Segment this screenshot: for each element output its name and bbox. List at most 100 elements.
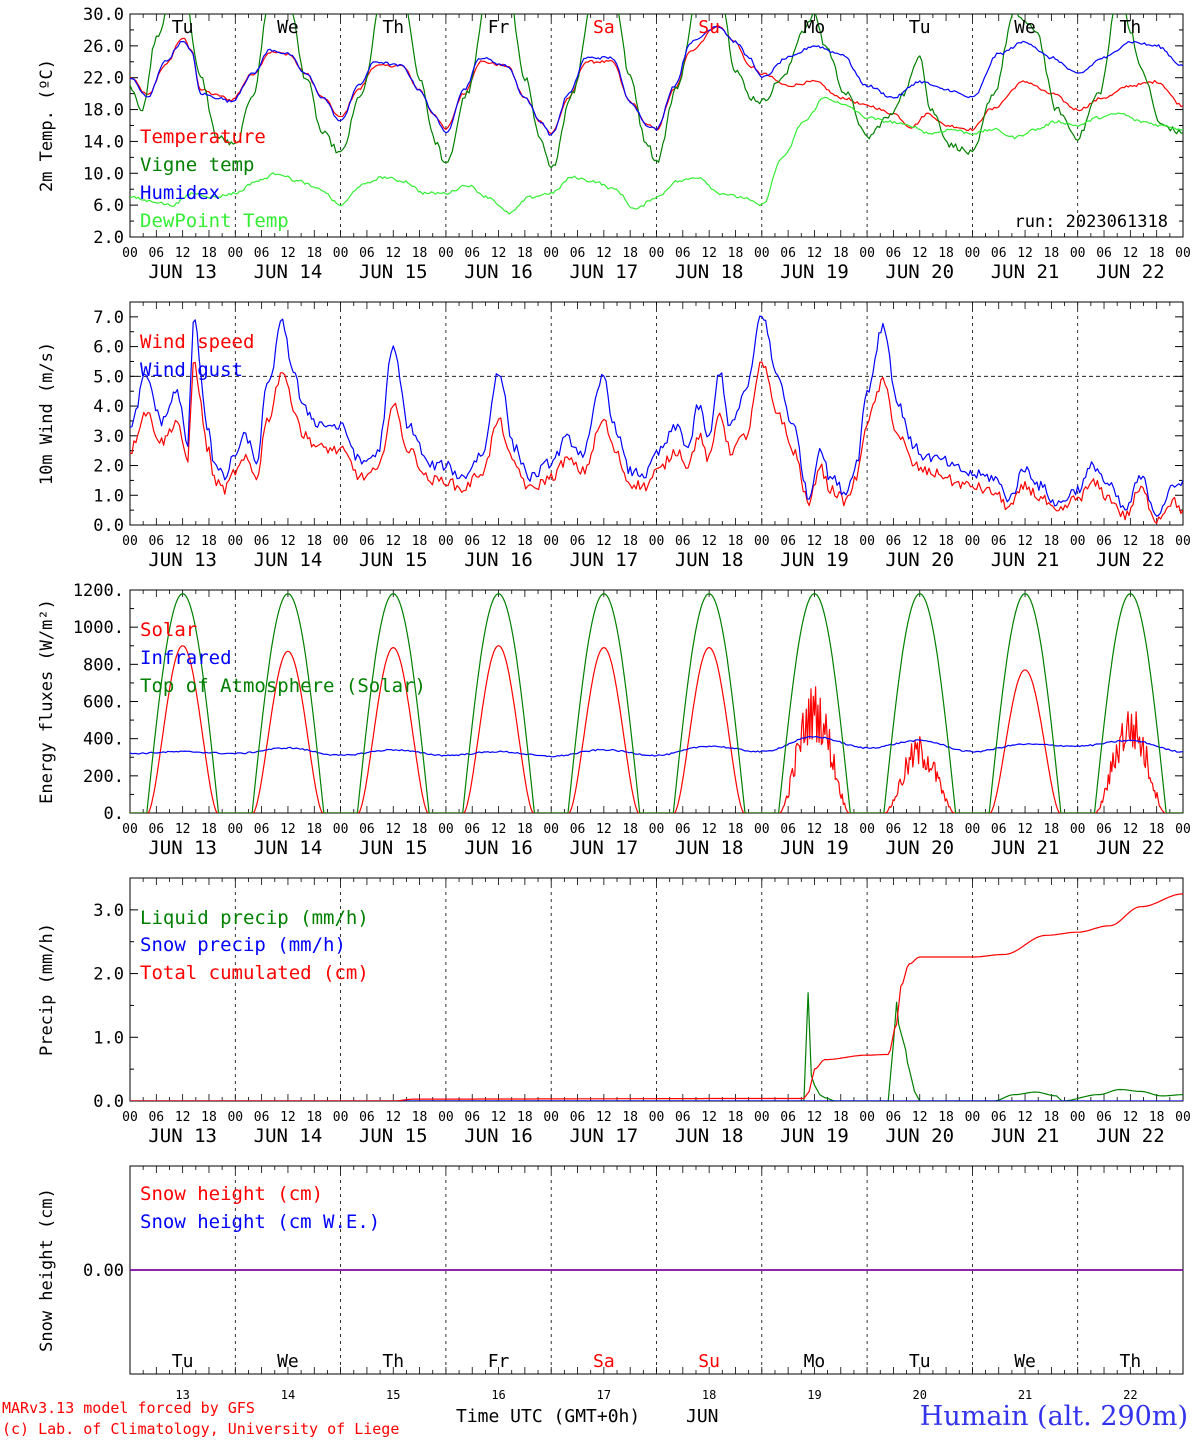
hour-tick-label: 00: [649, 246, 665, 261]
hour-tick-label: 00: [1070, 822, 1086, 837]
hour-tick-label: 12: [175, 246, 191, 261]
series-group: [130, 315, 1183, 524]
hour-tick-label: 00: [1070, 1110, 1086, 1125]
hour-tick-label: 00: [333, 822, 349, 837]
hour-tick-label: 18: [517, 534, 533, 549]
series-total-cumulated-cm: [130, 893, 1183, 1101]
panel-2: 0.0 1.0 2.0 3.0 4.0 5.0 6.0 7.0 10m Wind (m/s) Wi…: [37, 301, 1191, 571]
hour-tick-label: 06: [780, 534, 796, 549]
hour-tick-label: 12: [701, 822, 717, 837]
hour-tick-label: 18: [622, 822, 638, 837]
hour-tick-label: 18: [306, 246, 322, 261]
hour-tick-label: 06: [570, 534, 586, 549]
weekday-label: Fr: [488, 17, 510, 38]
hour-tick-label: 00: [859, 822, 875, 837]
date-label: JUN 19: [780, 261, 849, 283]
legend-total-cumulated-cm: Total cumulated (cm): [140, 962, 369, 984]
weekday-label: Tu: [909, 1351, 931, 1372]
hour-tick-label: 12: [491, 246, 507, 261]
hour-tick-label: 00: [122, 1110, 138, 1125]
series-humidex: [130, 26, 1183, 136]
hour-tick-label: 06: [464, 534, 480, 549]
hour-tick-label: 12: [1123, 246, 1139, 261]
hour-tick-label: 12: [807, 246, 823, 261]
date-label: JUN 19: [780, 1125, 849, 1147]
hour-tick-label: 00: [965, 246, 981, 261]
weekday-label: We: [277, 17, 299, 38]
hour-tick-label: 18: [622, 1110, 638, 1125]
hour-tick-label: 00: [754, 534, 770, 549]
y-tick-label: 200.: [83, 767, 124, 787]
hour-tick-label: 18: [306, 1110, 322, 1125]
hour-tick-label: 06: [886, 534, 902, 549]
hour-tick-label: 06: [254, 246, 270, 261]
station-name: Humain (alt. 290m): [919, 1401, 1188, 1432]
hour-tick-label: 06: [570, 822, 586, 837]
date-label: JUN 17: [570, 549, 639, 571]
hour-tick-label: 18: [412, 246, 428, 261]
series-group: [130, 893, 1183, 1101]
hour-tick-label: 00: [1175, 1110, 1191, 1125]
hour-tick-label: 00: [438, 534, 454, 549]
hour-tick-label: 06: [464, 1110, 480, 1125]
hour-tick-label: 00: [543, 1110, 559, 1125]
hour-tick-label: 06: [570, 246, 586, 261]
weekday-label: We: [277, 1351, 299, 1372]
hour-tick-label: 12: [912, 246, 928, 261]
hour-tick-label: 12: [385, 534, 401, 549]
date-label: JUN 18: [675, 1125, 744, 1147]
y-tick-label: 30.0: [83, 5, 124, 25]
hour-tick-label: 06: [359, 246, 375, 261]
weekday-label: Su: [698, 1351, 720, 1372]
hour-tick-label: 00: [1175, 534, 1191, 549]
hour-tick-label: 00: [227, 534, 243, 549]
hour-tick-label: 00: [333, 1110, 349, 1125]
hour-tick-label: 12: [912, 822, 928, 837]
y-tick-label: 800.: [83, 655, 124, 675]
hour-tick-label: 00: [965, 822, 981, 837]
panel-5: 0.00 Snow height (cm) Snow height (cm) Snow…: [37, 1165, 1184, 1402]
weekday-label: Tu: [172, 1351, 194, 1372]
day-number-label: 20: [913, 1388, 927, 1402]
hour-tick-label: 00: [333, 246, 349, 261]
hour-tick-label: 06: [780, 1110, 796, 1125]
hour-tick-label: 06: [464, 246, 480, 261]
hour-tick-label: 06: [991, 246, 1007, 261]
y-tick-label: 26.0: [83, 37, 124, 57]
hour-tick-label: 12: [491, 822, 507, 837]
hour-tick-label: 18: [938, 822, 954, 837]
hour-tick-label: 06: [359, 534, 375, 549]
hour-tick-label: 12: [701, 246, 717, 261]
y-tick-label: 6.0: [93, 196, 124, 216]
date-label: JUN 22: [1096, 549, 1165, 571]
hour-tick-label: 00: [965, 1110, 981, 1125]
y-axis-label: 2m Temp. (ºC): [37, 59, 57, 192]
hour-tick-label: 12: [807, 534, 823, 549]
y-tick-label: 1.0: [93, 486, 124, 506]
y-tick-label: 10.0: [83, 164, 124, 184]
hour-tick-label: 06: [148, 246, 164, 261]
date-label: JUN 20: [885, 261, 954, 283]
hour-tick-label: 18: [1149, 534, 1165, 549]
legend-snow-precip-mm-h: Snow precip (mm/h): [140, 934, 346, 956]
hour-tick-label: 12: [1017, 822, 1033, 837]
hour-tick-label: 06: [886, 1110, 902, 1125]
day-number-label: 21: [1018, 1388, 1032, 1402]
day-number-label: 17: [597, 1388, 611, 1402]
date-label: JUN 13: [148, 261, 217, 283]
legend-infrared: Infrared: [140, 647, 232, 669]
date-label: JUN 21: [991, 837, 1060, 859]
hour-tick-label: 00: [227, 1110, 243, 1125]
hour-tick-label: 00: [754, 246, 770, 261]
hour-tick-label: 00: [227, 822, 243, 837]
hour-tick-label: 18: [412, 1110, 428, 1125]
hour-tick-label: 12: [280, 246, 296, 261]
day-number-label: 13: [175, 1388, 189, 1402]
day-number-label: 18: [702, 1388, 716, 1402]
y-tick-label: 2.0: [93, 228, 124, 248]
hour-tick-label: 18: [201, 822, 217, 837]
legend-vigne-temp: Vigne temp: [140, 154, 254, 176]
date-label: JUN 21: [991, 549, 1060, 571]
date-label: JUN 14: [254, 1125, 323, 1147]
